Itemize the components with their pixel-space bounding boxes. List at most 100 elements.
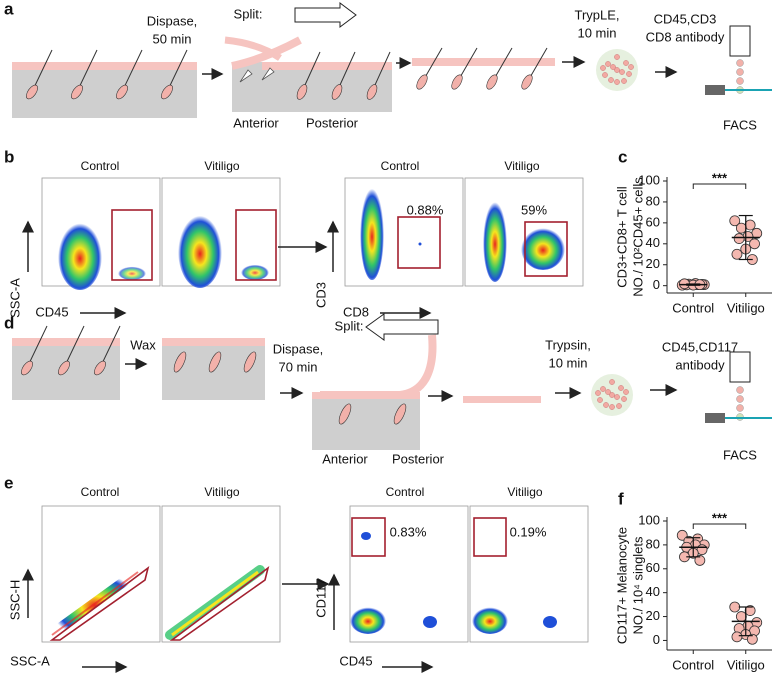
cell — [614, 54, 620, 60]
cell — [597, 397, 603, 403]
panel-label: c — [618, 147, 627, 166]
y-tick-label: 80 — [646, 193, 660, 208]
data-point — [731, 631, 743, 643]
cell — [736, 68, 744, 76]
bulb — [71, 84, 83, 100]
data-point — [729, 215, 741, 227]
cell — [600, 386, 606, 392]
anterior-text: Anterior — [322, 451, 368, 466]
y-tick-label: 60 — [646, 560, 660, 575]
x-tick-label: Vitiligo — [727, 657, 765, 672]
axis-label: CD45 — [339, 653, 372, 668]
cell — [595, 390, 601, 396]
bulb — [21, 360, 33, 376]
step-text: 10 min — [548, 355, 587, 370]
antibody-text: CD8 antibody — [646, 29, 725, 44]
cell — [616, 403, 622, 409]
y-tick-label: 20 — [646, 256, 660, 271]
panel-label: d — [4, 313, 14, 332]
plot-title: Control — [81, 159, 120, 173]
cell — [628, 64, 634, 70]
bulb — [116, 84, 128, 100]
cell — [600, 65, 606, 71]
split-text: Split: — [234, 6, 263, 21]
cell — [602, 72, 608, 78]
cell — [614, 79, 620, 85]
cell — [610, 64, 616, 70]
significance: *** — [712, 510, 728, 525]
cell — [608, 77, 614, 83]
gate-percent: 0.88% — [407, 202, 444, 217]
x-tick-label: Vitiligo — [727, 300, 765, 315]
cell — [614, 394, 620, 400]
bulb — [94, 360, 106, 376]
step-text: Dispase, — [147, 13, 198, 28]
bulb — [173, 351, 187, 373]
bulb — [296, 84, 308, 100]
plot-title: Vitiligo — [504, 159, 539, 173]
y-axis-label: NO./ 10⁴ singlets — [630, 536, 645, 635]
y-tick-label: 0 — [653, 277, 660, 292]
bulb — [331, 84, 343, 100]
antibody-text: CD45,CD117 — [662, 339, 738, 354]
gate-percent: 0.19% — [510, 524, 547, 539]
y-tick-label: 100 — [638, 512, 660, 527]
antibody-text: CD45,CD3 — [654, 11, 717, 26]
cell — [623, 389, 629, 395]
bulb — [451, 74, 463, 90]
y-tick-label: 40 — [646, 584, 660, 599]
cell — [618, 385, 624, 391]
plot-title: Vitiligo — [204, 159, 239, 173]
bulb — [486, 74, 498, 90]
cell — [609, 404, 615, 410]
antibody-text: antibody — [675, 357, 725, 372]
cell — [626, 71, 632, 77]
flow-b: Control Vitiligo Control Vitiligo CD45 C… — [7, 159, 584, 319]
cell — [605, 61, 611, 67]
cell — [605, 389, 611, 395]
anterior-text: Anterior — [233, 115, 279, 130]
step-text: 10 min — [577, 25, 616, 40]
y-axis-label: CD117+ Melanocyte — [614, 527, 629, 644]
cell — [623, 60, 629, 66]
data-point — [694, 555, 706, 566]
data-point — [729, 601, 741, 613]
cell — [736, 404, 744, 412]
bulb — [26, 84, 38, 100]
posterior-text: Posterior — [392, 451, 445, 466]
panel-label: e — [4, 473, 13, 492]
y-tick-label: 40 — [646, 235, 660, 250]
facs-text: FACS — [723, 117, 757, 132]
bulb — [58, 360, 70, 376]
bulb — [161, 84, 173, 100]
y-tick-label: 20 — [646, 608, 660, 623]
step-text: Wax — [130, 337, 156, 352]
bulb — [521, 74, 533, 90]
panel-label: f — [618, 489, 624, 508]
y-tick-label: 80 — [646, 536, 660, 551]
significance-bracket — [692, 523, 747, 529]
cell — [621, 396, 627, 402]
step-text: Trypsin, — [545, 337, 591, 352]
data-point — [746, 633, 758, 645]
cell — [736, 77, 744, 85]
axis-label: CD117 — [313, 578, 328, 618]
plot-title: Vitiligo — [204, 485, 239, 499]
cell — [736, 386, 744, 394]
y-tick-label: 60 — [646, 214, 660, 229]
axis-label: CD45 — [35, 304, 68, 319]
split-text: Split: — [335, 318, 364, 333]
cell — [614, 67, 620, 73]
gate-percent: 0.83% — [390, 524, 427, 539]
x-tick-label: Control — [672, 657, 714, 672]
step-text: 70 min — [278, 359, 317, 374]
axis-label: CD8 — [343, 304, 369, 319]
plot-title: Control — [81, 485, 120, 499]
cell — [603, 402, 609, 408]
data-point — [735, 611, 747, 622]
plot-title: Control — [381, 159, 420, 173]
facs-text: FACS — [723, 447, 757, 462]
step-text: 50 min — [152, 31, 191, 46]
diagram-d: Wax Dispase, 70 min Split: Anterior Post… — [12, 313, 772, 466]
